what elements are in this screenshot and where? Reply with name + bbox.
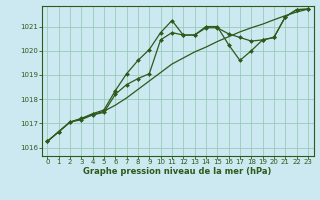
- X-axis label: Graphe pression niveau de la mer (hPa): Graphe pression niveau de la mer (hPa): [84, 167, 272, 176]
